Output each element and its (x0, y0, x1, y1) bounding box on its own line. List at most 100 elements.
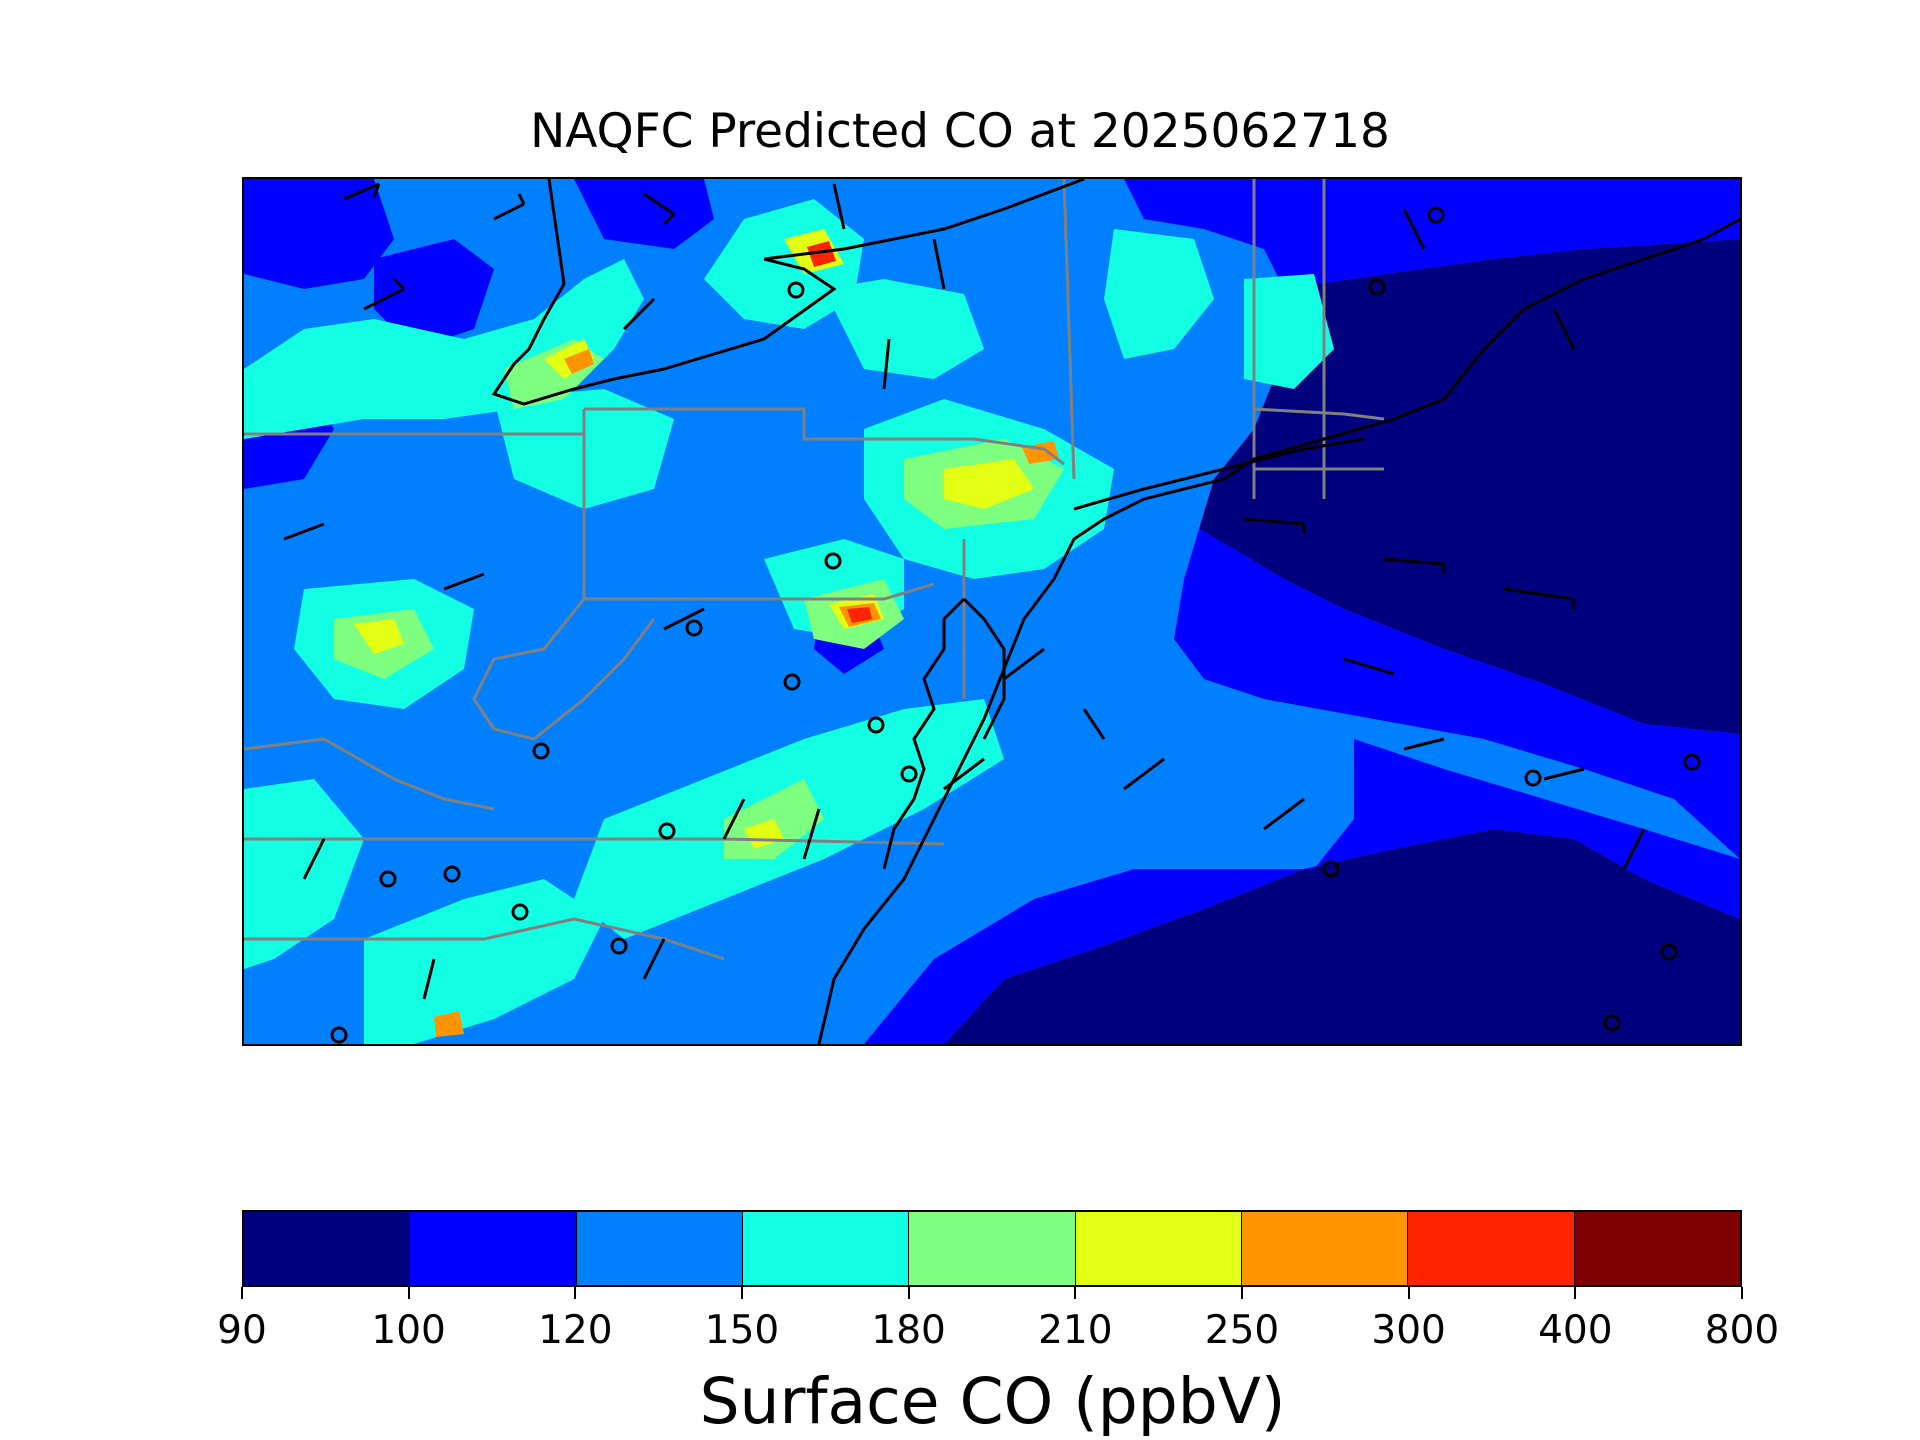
wind-barb (443, 572, 485, 591)
calm-circle (685, 619, 703, 637)
colorbar-segment (244, 1212, 410, 1285)
quebec-plume (1104, 229, 1214, 359)
map-panel (242, 177, 1742, 1046)
colorbar-segment (409, 1212, 576, 1285)
calm-circle (511, 903, 529, 921)
pa-north-border (584, 407, 1065, 466)
calm-circle (783, 673, 801, 691)
co-concentration-map (244, 179, 1740, 1044)
south-plume (364, 879, 604, 1044)
wind-barb (493, 193, 526, 221)
colorbar-tick-label: 400 (1538, 1308, 1613, 1353)
colorbar-tick-label: 100 (371, 1308, 446, 1353)
tn-border (244, 917, 725, 961)
colorbar-tick-label: 150 (704, 1308, 780, 1353)
wind-barb (1123, 757, 1165, 791)
ohio-yellow-core (354, 619, 404, 654)
ocean-low-region (1199, 239, 1740, 734)
new-england-plume (1244, 274, 1334, 389)
calm-circle (443, 865, 461, 883)
wind-barb (1003, 647, 1045, 681)
colorbar-tick-label: 300 (1371, 1308, 1446, 1353)
wind-barb (932, 238, 946, 290)
colorbar-segment (908, 1212, 1075, 1285)
northwest-blue-region (244, 179, 394, 289)
colorbar-tick-label: 180 (871, 1308, 946, 1353)
chesapeake-bay (882, 597, 966, 870)
colorbar-segment (1240, 1212, 1408, 1285)
calm-circle (867, 716, 885, 734)
south-ocean-blue-band (864, 739, 1740, 1044)
calm-circle (900, 765, 918, 783)
colorbar-tick (1241, 1287, 1243, 1299)
wind-barb (1263, 797, 1305, 831)
colorbar-segment (741, 1212, 909, 1285)
wind-barb (302, 838, 326, 880)
colorbar-tick (574, 1287, 577, 1299)
ontario-east-plume (824, 279, 984, 379)
ontario-east-shore (763, 179, 1085, 261)
wind-barb (1503, 587, 1576, 609)
philadelphia-yellow-core (944, 459, 1034, 509)
colorbar (242, 1210, 1742, 1287)
wind-barb (1622, 828, 1646, 870)
wind-barb (1383, 557, 1446, 574)
colorbar-tick (1074, 1287, 1077, 1299)
chart-title: NAQFC Predicted CO at 2025062718 (530, 104, 1390, 159)
south-ocean-low-region (944, 829, 1740, 1044)
calm-circle (1427, 206, 1445, 224)
colorbar-tick (1574, 1287, 1577, 1299)
colorbar-segment (1074, 1212, 1241, 1285)
wind-barb (1343, 657, 1395, 676)
wind-barbs (283, 182, 1646, 1000)
calm-circle (610, 937, 628, 955)
southwest-plume (244, 779, 364, 969)
colorbar-tick (741, 1287, 743, 1299)
buffalo-red-spot (807, 241, 836, 267)
wind-barb (1543, 767, 1585, 781)
wv-border (472, 598, 656, 741)
wind-barb (643, 192, 676, 226)
wind-barb (1552, 308, 1576, 350)
colorbar-title: Surface CO (ppbV) (699, 1365, 1286, 1438)
md-pa-border (584, 582, 935, 601)
calm-circle (1603, 1014, 1621, 1032)
calm-circle (658, 822, 676, 840)
wind-barb (722, 798, 746, 840)
colorbar-tick-label: 90 (217, 1308, 267, 1353)
baltimore-red-spot (847, 607, 872, 623)
calm-markers (330, 206, 1701, 1044)
wind-barb (663, 607, 705, 631)
wind-barb (422, 958, 436, 1000)
calm-circle (1322, 860, 1340, 878)
wind-barb (943, 757, 985, 791)
coastlines (491, 179, 1740, 1044)
wind-barb (882, 338, 891, 390)
ky-va-border (244, 737, 495, 811)
north-blue-region (574, 179, 714, 249)
erie-orange-spot (564, 349, 594, 374)
calm-circle (532, 742, 550, 760)
calm-circle (1524, 769, 1542, 787)
wind-barb (622, 297, 656, 331)
wind-barb (363, 277, 406, 311)
east-coast (817, 217, 1740, 1044)
calm-circle (824, 552, 842, 570)
colorbar-segment (1407, 1212, 1574, 1285)
colorbar-tick (407, 1287, 410, 1299)
colorbar-tick-label: 210 (1038, 1308, 1113, 1353)
calm-circle (1368, 278, 1386, 296)
wind-barb (1402, 208, 1426, 250)
wind-barb (832, 183, 846, 230)
colorbar-tick-label: 800 (1704, 1308, 1780, 1353)
colorbar-tick (1741, 1287, 1743, 1299)
delmarva-shore (962, 597, 1006, 740)
colorbar-tick (907, 1287, 910, 1299)
lake-erie-shore (491, 179, 665, 406)
northwest-blue-blob (374, 239, 494, 349)
wind-barb (802, 808, 821, 860)
wind-barb (343, 182, 381, 201)
south-orange-spot (434, 1011, 464, 1037)
wind-barb (283, 522, 325, 541)
new-england-blue-region (1124, 179, 1740, 289)
